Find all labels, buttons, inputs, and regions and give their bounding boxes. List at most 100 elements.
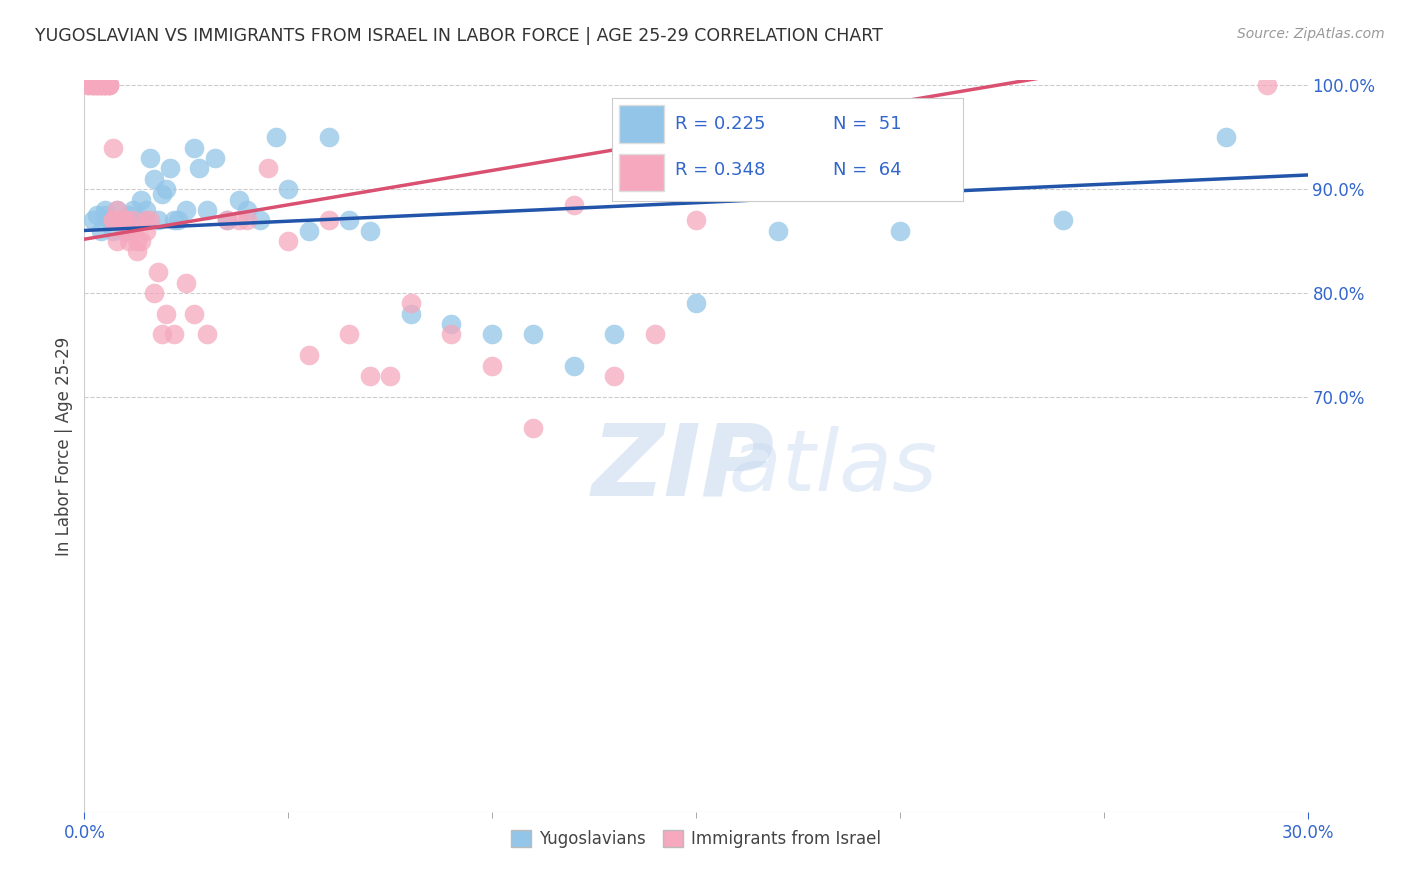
Point	[135, 213, 157, 227]
Point	[122, 213, 145, 227]
Point	[122, 224, 145, 238]
Text: atlas: atlas	[592, 426, 936, 509]
Text: ZIP: ZIP	[592, 419, 775, 516]
Point	[359, 224, 381, 238]
Point	[174, 202, 197, 217]
Point	[82, 78, 104, 93]
Point	[93, 208, 115, 222]
Point	[82, 78, 104, 93]
Point	[97, 213, 120, 227]
Point	[150, 327, 173, 342]
Point	[236, 202, 259, 217]
Point	[163, 327, 186, 342]
Point	[118, 208, 141, 222]
Point	[110, 213, 132, 227]
Point	[298, 224, 321, 238]
Point	[93, 78, 115, 93]
Point	[155, 182, 177, 196]
Point	[138, 151, 160, 165]
Point	[440, 327, 463, 342]
Point	[82, 78, 104, 93]
Point	[90, 78, 112, 93]
Text: Source: ZipAtlas.com: Source: ZipAtlas.com	[1237, 27, 1385, 41]
Point	[77, 78, 100, 93]
Point	[155, 307, 177, 321]
Point	[195, 202, 218, 217]
Point	[257, 161, 280, 176]
Point	[359, 368, 381, 383]
Point	[440, 317, 463, 331]
Point	[187, 161, 209, 176]
Point	[217, 213, 239, 227]
Y-axis label: In Labor Force | Age 25-29: In Labor Force | Age 25-29	[55, 336, 73, 556]
Point	[228, 193, 250, 207]
Point	[685, 213, 707, 227]
Point	[236, 213, 259, 227]
Point	[167, 213, 190, 227]
Point	[110, 213, 132, 227]
Point	[889, 224, 911, 238]
Text: N =  51: N = 51	[832, 115, 901, 133]
Point	[163, 213, 186, 227]
Point	[481, 359, 503, 373]
Point	[114, 213, 136, 227]
Point	[127, 213, 149, 227]
Point	[195, 327, 218, 342]
Point	[127, 244, 149, 259]
Legend: Yugoslavians, Immigrants from Israel: Yugoslavians, Immigrants from Israel	[505, 823, 887, 855]
Point	[318, 130, 340, 145]
Point	[1256, 78, 1278, 93]
Point	[77, 78, 100, 93]
Point	[249, 213, 271, 227]
Point	[93, 78, 115, 93]
Point	[118, 234, 141, 248]
Point	[101, 213, 124, 227]
Point	[86, 78, 108, 93]
Point	[277, 182, 299, 196]
Point	[90, 78, 112, 93]
Point	[101, 224, 124, 238]
Point	[146, 265, 169, 279]
Point	[174, 276, 197, 290]
Point	[86, 78, 108, 93]
Point	[93, 78, 115, 93]
Point	[183, 307, 205, 321]
Text: N =  64: N = 64	[832, 161, 901, 179]
Point	[110, 213, 132, 227]
Point	[93, 202, 115, 217]
Point	[90, 224, 112, 238]
Point	[562, 359, 585, 373]
Point	[150, 187, 173, 202]
Point	[105, 202, 128, 217]
Point	[603, 327, 626, 342]
Point	[135, 224, 157, 238]
Point	[114, 224, 136, 238]
Point	[105, 234, 128, 248]
Point	[766, 224, 789, 238]
Point	[277, 234, 299, 248]
Point	[82, 213, 104, 227]
Point	[522, 327, 544, 342]
Text: R = 0.225: R = 0.225	[675, 115, 765, 133]
Point	[97, 78, 120, 93]
Point	[204, 151, 226, 165]
Point	[685, 296, 707, 310]
Point	[339, 327, 361, 342]
FancyBboxPatch shape	[619, 153, 665, 192]
Point	[86, 78, 108, 93]
Point	[142, 171, 165, 186]
Point	[562, 198, 585, 212]
Point	[97, 78, 120, 93]
Point	[135, 202, 157, 217]
Point	[159, 161, 181, 176]
Point	[399, 307, 422, 321]
Point	[399, 296, 422, 310]
Point	[146, 213, 169, 227]
Point	[114, 224, 136, 238]
Point	[101, 141, 124, 155]
Point	[228, 213, 250, 227]
Point	[138, 213, 160, 227]
Point	[142, 285, 165, 300]
Point	[114, 213, 136, 227]
Point	[97, 78, 120, 93]
